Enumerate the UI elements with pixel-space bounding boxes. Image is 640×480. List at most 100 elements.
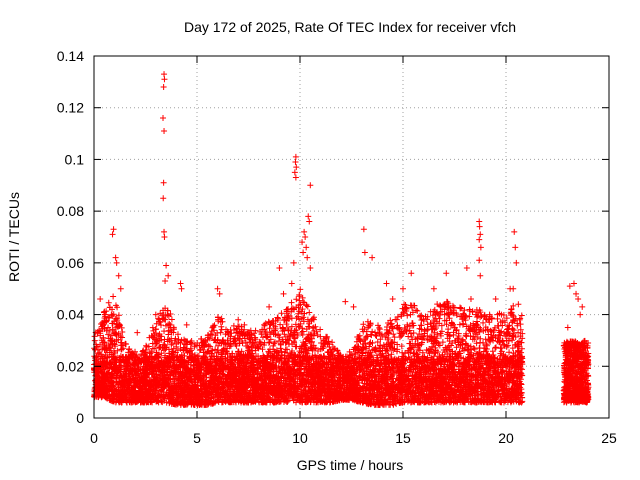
data-point xyxy=(374,338,381,345)
data-point xyxy=(91,333,98,340)
data-point xyxy=(435,312,442,318)
data-point xyxy=(288,323,295,330)
data-point xyxy=(187,339,194,346)
data-point xyxy=(285,313,292,320)
data-point xyxy=(509,337,516,344)
data-point xyxy=(119,334,126,341)
data-point xyxy=(225,329,232,336)
data-point xyxy=(475,310,482,317)
data-point xyxy=(390,331,397,338)
data-point xyxy=(267,336,274,343)
data-point xyxy=(208,328,215,335)
data-point xyxy=(429,348,436,355)
data-point xyxy=(517,326,524,333)
data-point xyxy=(377,336,384,343)
data-point xyxy=(105,299,112,306)
data-point xyxy=(119,328,126,335)
data-point xyxy=(122,340,129,347)
data-point xyxy=(335,350,342,357)
data-point xyxy=(504,342,511,349)
data-point xyxy=(329,339,336,346)
data-point xyxy=(385,330,392,337)
data-point xyxy=(362,340,369,347)
data-point xyxy=(373,333,380,340)
data-point xyxy=(169,348,176,355)
data-point xyxy=(369,340,376,347)
data-point xyxy=(295,316,302,323)
data-point xyxy=(299,325,306,332)
data-point xyxy=(149,340,156,347)
data-point xyxy=(417,313,424,320)
data-point xyxy=(324,349,331,356)
data-point xyxy=(118,339,125,346)
data-point xyxy=(360,328,367,335)
data-point xyxy=(310,342,317,349)
data-point xyxy=(126,346,133,353)
data-point xyxy=(319,345,326,352)
data-point xyxy=(420,335,427,342)
data-point xyxy=(480,319,487,326)
data-point xyxy=(261,326,268,333)
data-point xyxy=(474,318,481,325)
data-point xyxy=(293,296,300,303)
data-point xyxy=(400,329,407,336)
data-point xyxy=(431,329,438,336)
data-point xyxy=(291,379,298,386)
data-point xyxy=(306,309,313,316)
data-point xyxy=(157,322,164,329)
data-point xyxy=(279,336,286,343)
data-point xyxy=(423,316,430,323)
grid-lines xyxy=(94,56,609,418)
data-point xyxy=(314,348,321,354)
data-point xyxy=(515,348,522,355)
data-point xyxy=(518,312,525,319)
data-point xyxy=(367,331,374,338)
data-point xyxy=(444,299,451,306)
data-point xyxy=(284,314,291,321)
data-point xyxy=(438,328,445,335)
data-point xyxy=(413,307,420,314)
data-point xyxy=(277,321,284,328)
data-point xyxy=(175,336,182,343)
data-point xyxy=(301,310,308,317)
data-point xyxy=(298,342,305,349)
data-point xyxy=(500,312,507,319)
data-point xyxy=(443,346,450,353)
data-point xyxy=(372,345,379,352)
data-point xyxy=(485,331,492,338)
data-point xyxy=(499,322,506,329)
data-point xyxy=(275,315,282,322)
data-point xyxy=(406,340,413,347)
data-point xyxy=(401,301,408,308)
data-point xyxy=(329,343,336,350)
data-point xyxy=(252,327,259,334)
data-point xyxy=(517,321,524,328)
data-point xyxy=(429,312,436,319)
data-point xyxy=(207,330,214,337)
data-point xyxy=(214,346,221,353)
data-point xyxy=(456,321,463,328)
data-point xyxy=(255,345,262,352)
data-point xyxy=(160,312,167,319)
data-point xyxy=(445,326,452,333)
data-point xyxy=(152,341,159,348)
data-point xyxy=(480,339,487,346)
data-point xyxy=(491,324,498,331)
data-point xyxy=(113,324,120,331)
data-point xyxy=(283,321,290,328)
data-point xyxy=(183,345,190,352)
data-point xyxy=(382,333,389,340)
data-point xyxy=(278,310,285,317)
data-point xyxy=(418,322,425,329)
data-point xyxy=(401,306,408,313)
data-point xyxy=(314,331,321,338)
data-point xyxy=(368,332,375,339)
data-point xyxy=(369,328,376,335)
data-point xyxy=(143,342,150,349)
data-point xyxy=(416,325,423,332)
data-point xyxy=(207,343,214,350)
data-point xyxy=(394,313,401,320)
data-point xyxy=(174,347,181,354)
data-point xyxy=(471,346,478,353)
